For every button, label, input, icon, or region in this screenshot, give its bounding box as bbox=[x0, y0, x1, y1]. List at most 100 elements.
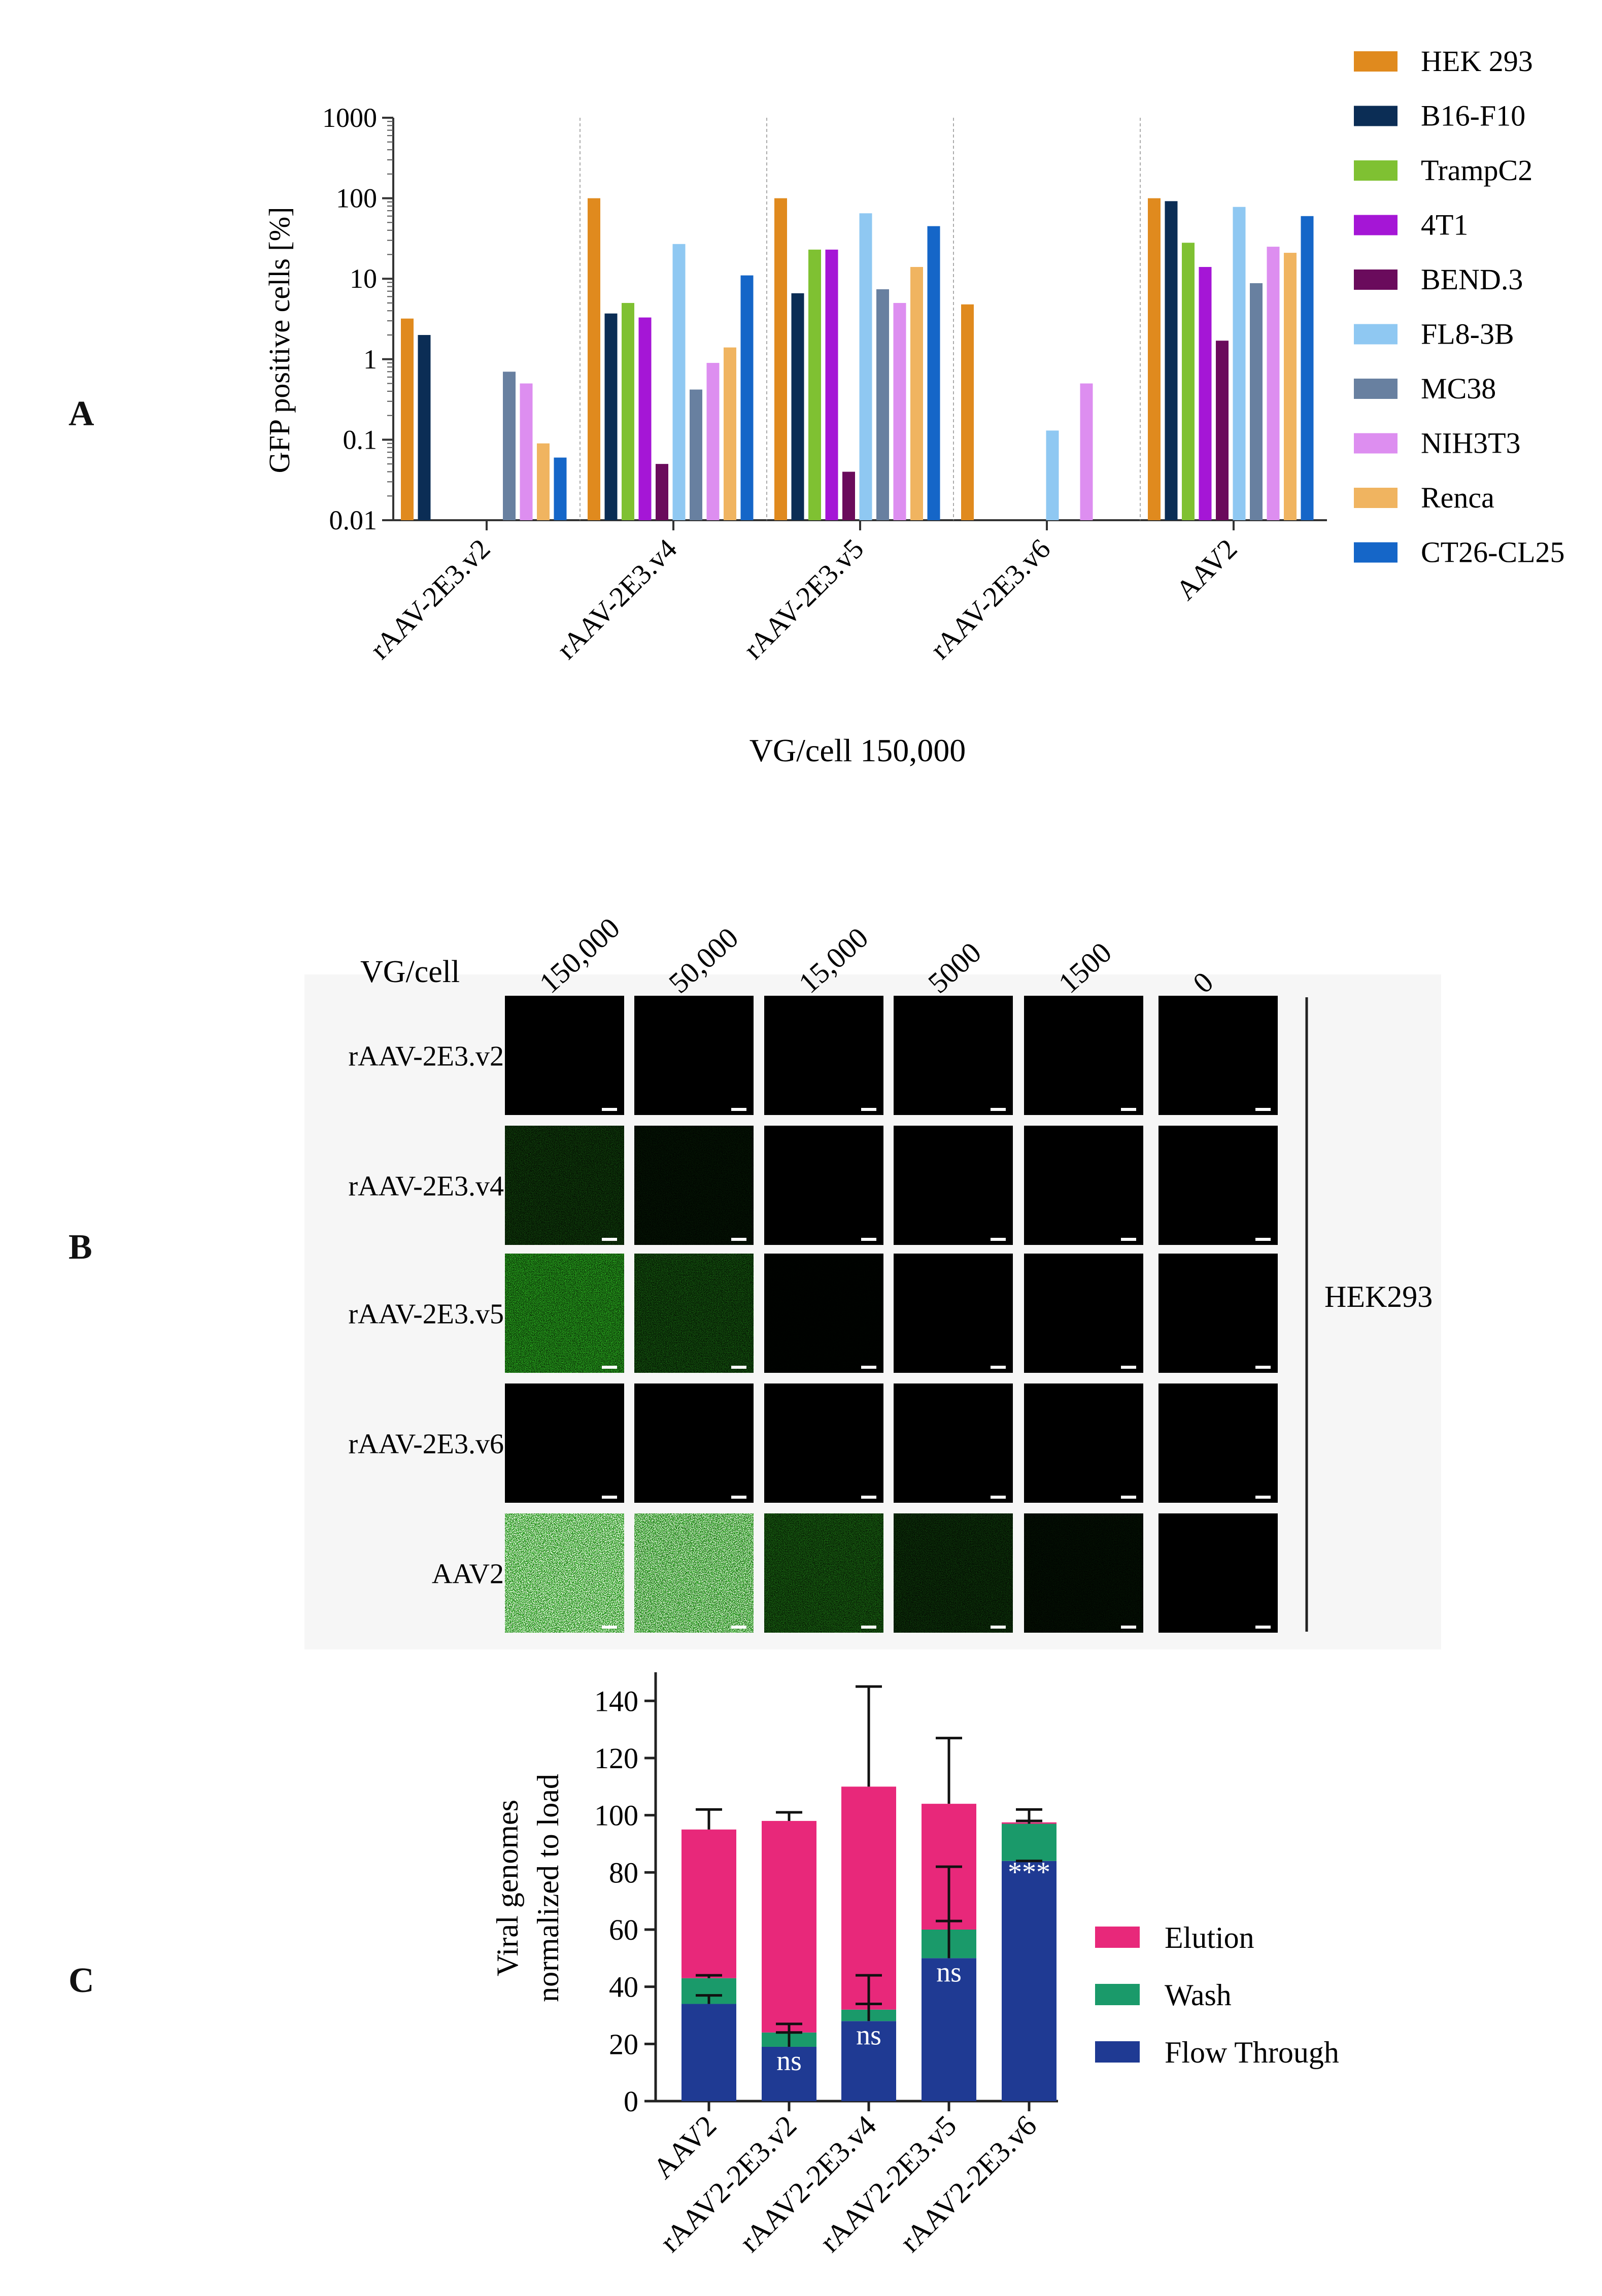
row-label: rAAV-2E3.v6 bbox=[349, 1429, 504, 1460]
chart-c-ytick-label: 120 bbox=[594, 1742, 638, 1775]
tile-background bbox=[505, 1383, 624, 1503]
tile-scale-bar bbox=[991, 1366, 1006, 1369]
microscopy-tile bbox=[894, 1126, 1013, 1245]
chart-a-bar bbox=[672, 244, 686, 520]
panel-letter-b: B bbox=[69, 1228, 92, 1267]
chart-a-bar bbox=[774, 198, 787, 521]
chart-a-bar bbox=[1267, 247, 1280, 521]
chart-a-legend-label: TrampC2 bbox=[1421, 154, 1532, 187]
chart-a-ytick-label: 1000 bbox=[322, 103, 377, 133]
microscopy-tile bbox=[764, 1254, 883, 1373]
tile-background bbox=[1024, 1254, 1143, 1373]
chart-a-bar bbox=[927, 226, 940, 521]
tile-green-speckle bbox=[634, 1254, 754, 1373]
tile-background bbox=[634, 996, 754, 1115]
chart-c-ytick-label: 80 bbox=[609, 1856, 638, 1889]
chart-c-bar-segment bbox=[1002, 1824, 1056, 1861]
chart-a-xtick-label: AAV2 bbox=[1170, 533, 1243, 606]
row-label: AAV2 bbox=[432, 1559, 504, 1590]
tile-background bbox=[894, 1254, 1013, 1373]
chart-a-bar bbox=[554, 457, 567, 520]
chart-a-bar bbox=[503, 372, 516, 520]
chart-a-bar bbox=[1250, 283, 1263, 520]
tile-green-speckle bbox=[894, 1513, 1013, 1633]
tile-scale-bar bbox=[602, 1108, 617, 1111]
tile-background bbox=[1024, 1383, 1143, 1503]
chart-c-legend-label: Flow Through bbox=[1165, 2036, 1339, 2069]
chart-a-legend-swatch bbox=[1354, 269, 1398, 290]
microscopy-tile bbox=[1024, 1254, 1143, 1373]
chart-c-ytick-label: 20 bbox=[609, 2028, 638, 2061]
chart-a-bar bbox=[401, 318, 414, 520]
chart-a-xlabel: VG/cell 150,000 bbox=[749, 732, 966, 768]
chart-c-legend-swatch bbox=[1095, 1984, 1140, 2005]
microscopy-tile bbox=[894, 1513, 1013, 1633]
chart-a-bar bbox=[893, 302, 906, 520]
chart-a-bar bbox=[1216, 341, 1229, 520]
tile-green-speckle bbox=[764, 1254, 883, 1373]
chart-c-axes: 020406080100120140AAV2rAAV2-2E3.v2rAAV2-… bbox=[594, 1672, 1058, 2258]
tile-scale-bar bbox=[602, 1366, 617, 1369]
chart-a-bar bbox=[537, 443, 550, 520]
chart-a-bar bbox=[706, 363, 720, 520]
chart-a-legend-label: NIH3T3 bbox=[1421, 427, 1521, 460]
tile-background bbox=[1024, 1126, 1143, 1245]
chart-a-bar bbox=[588, 198, 600, 521]
chart-c-bar-segment bbox=[681, 1829, 736, 1978]
chart-c: Viral genomes normalized to load 0 20 40 60… bbox=[491, 1672, 1339, 2258]
tile-green-speckle bbox=[634, 1126, 754, 1245]
microscopy-tile bbox=[1158, 1383, 1278, 1503]
chart-a-legend-swatch bbox=[1354, 51, 1398, 72]
chart-c-bar-segment bbox=[922, 1958, 976, 2101]
chart-a-bar bbox=[961, 304, 974, 520]
chart-a-bar bbox=[1148, 198, 1161, 521]
tile-bright-speckle bbox=[634, 1513, 754, 1633]
tile-background bbox=[764, 1126, 883, 1245]
chart-a-legend-swatch bbox=[1354, 488, 1398, 508]
tile-scale-bar bbox=[1121, 1366, 1136, 1369]
tile-scale-bar bbox=[602, 1238, 617, 1241]
chart-a-bar bbox=[1080, 383, 1093, 520]
tile-background bbox=[634, 1383, 754, 1503]
microscopy-tile bbox=[634, 996, 754, 1115]
chart-a-ylabel: GFP positive cells [%] bbox=[263, 207, 296, 474]
chart-a-ytick-label: 0.01 bbox=[329, 505, 378, 535]
chart-c-bar-segment bbox=[762, 1820, 816, 2033]
chart-a-ytick-label: 10 bbox=[350, 263, 377, 294]
chart-a-bar bbox=[740, 275, 754, 520]
chart-a: GFP positive cells [%] VG/cell 150,000 1… bbox=[263, 45, 1565, 768]
chart-a-legend-swatch bbox=[1354, 324, 1398, 345]
tile-scale-bar bbox=[1121, 1626, 1136, 1629]
chart-a-bar bbox=[1165, 201, 1178, 520]
chart-c-significance-label: *** bbox=[1008, 1856, 1050, 1888]
tile-scale-bar bbox=[731, 1366, 746, 1369]
tile-scale-bar bbox=[1255, 1108, 1271, 1111]
microscopy-tile bbox=[1158, 1254, 1278, 1373]
tile-background bbox=[894, 996, 1013, 1115]
microscopy-tile bbox=[764, 1513, 883, 1633]
tile-background bbox=[764, 1254, 883, 1373]
chart-a-bar bbox=[520, 383, 533, 520]
chart-c-ytick-label: 60 bbox=[609, 1913, 638, 1946]
chart-c-bar-segment bbox=[841, 1786, 896, 2010]
chart-a-bar bbox=[1199, 267, 1212, 520]
chart-c-xtick-label: rAAV2-2E3.v5 bbox=[813, 2109, 963, 2258]
chart-a-bar bbox=[808, 249, 821, 520]
tile-scale-bar bbox=[1255, 1496, 1271, 1499]
chart-a-legend-label: 4T1 bbox=[1421, 209, 1468, 242]
chart-a-bar bbox=[724, 347, 736, 520]
microscopy-tile bbox=[1158, 1126, 1278, 1245]
chart-c-legend-swatch bbox=[1095, 1927, 1140, 1948]
microscopy-tile bbox=[634, 1126, 754, 1245]
chart-c-xtick-label: rAAV2-2E3.v4 bbox=[733, 2109, 883, 2258]
chart-c-legend-label: Wash bbox=[1165, 1978, 1232, 2012]
tile-bright-speckle bbox=[505, 1513, 624, 1633]
chart-a-legend-label: CT26-CL25 bbox=[1421, 536, 1565, 569]
chart-c-xtick-label: AAV2 bbox=[646, 2109, 723, 2185]
microscopy-tile bbox=[634, 1513, 754, 1633]
chart-a-legend-swatch bbox=[1354, 160, 1398, 181]
tile-scale-bar bbox=[861, 1496, 876, 1499]
microscopy-tile bbox=[764, 1126, 883, 1245]
panel-letter-c: C bbox=[69, 1961, 94, 2000]
